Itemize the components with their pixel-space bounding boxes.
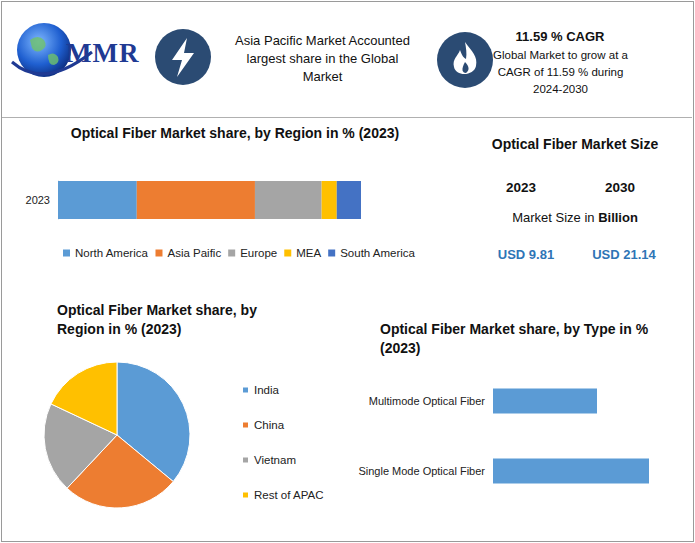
html-text:USD 9.81: USD 9.81 — [497, 247, 555, 262]
svg-text:Optical Fiber Market share, by: Optical Fiber Market share, by Type in % — [380, 321, 652, 337]
html-text:2023: 2023 — [506, 180, 536, 195]
svg-text:Asia Paific: Asia Paific — [167, 247, 221, 259]
html-text:MMR: MMR — [66, 38, 140, 68]
svg-text:Vietnam: Vietnam — [254, 454, 296, 466]
html-text:Market Size in Billion: Market Size in Billion — [512, 210, 638, 225]
html-text:Optical Fiber Market Size: Optical Fiber Market Size — [491, 136, 659, 152]
html-text:2030: 2030 — [605, 180, 635, 195]
html-text:Global Market to grow at a CAG: Global Market to grow at a CAGR of 11.59… — [493, 49, 628, 95]
svg-text:2023: 2023 — [26, 194, 50, 206]
svg-text:Optical Fiber Market share, by: Optical Fiber Market share, by Region in… — [71, 125, 399, 141]
svg-text:South America: South America — [340, 247, 415, 259]
html-text:11.59 % CAGR: 11.59 % CAGR — [515, 29, 605, 44]
svg-text:North America: North America — [75, 247, 148, 259]
svg-text:MEA: MEA — [296, 247, 321, 259]
svg-text:India: India — [254, 384, 280, 396]
html-text:Asia Pacific Market Accounted: Asia Pacific Market Accounted largest sh… — [235, 33, 410, 84]
svg-text:(2023): (2023) — [380, 340, 420, 356]
svg-text:Region in % (2023): Region in % (2023) — [57, 321, 181, 337]
html-text:USD 21.14: USD 21.14 — [592, 247, 656, 262]
svg-text:Multimode Optical Fiber: Multimode Optical Fiber — [369, 395, 485, 407]
svg-text:Rest of APAC: Rest of APAC — [254, 489, 323, 501]
svg-text:Single Mode Optical Fiber: Single Mode Optical Fiber — [358, 465, 485, 477]
svg-text:Optical Fiber Market share, by: Optical Fiber Market share, by — [57, 302, 261, 318]
svg-text:China: China — [254, 419, 285, 431]
svg-text:Europe: Europe — [240, 247, 277, 259]
